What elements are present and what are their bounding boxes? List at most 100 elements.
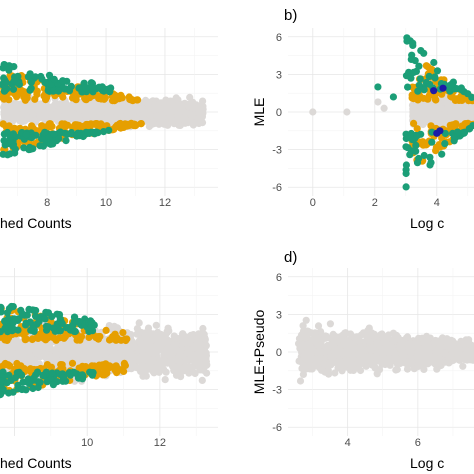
panel-a-point-grey [155,99,163,107]
panel-c-point-green [35,317,43,325]
panel-d-grid [288,268,474,436]
panel-c-point-grey [164,324,172,332]
panel-a-point-grey [91,107,99,115]
panel-b-point-green [426,153,434,161]
panel-a-point-grey [148,118,157,126]
panel-c-point-green [70,368,78,376]
panel-c-point-green [71,313,79,321]
panel-c-point-grey [194,349,202,357]
panel-b-point-blue [439,84,447,92]
panel-a-point-green [26,70,34,78]
panel-a-point-grey [18,102,27,110]
panel-a-point-grey [178,102,186,110]
panel-b-point-green [430,58,438,67]
panel-a-point-grey [174,116,182,124]
panel-c-point-grey [160,351,168,359]
panel-c-point-green [0,377,5,385]
panel-a-point-green [15,80,23,88]
panel-c-point-grey [160,365,168,374]
panel-c-point-green [9,319,17,327]
panel-c-point-grey [139,362,147,370]
panel-a-point-grey [127,107,135,115]
panel-b-y-tick-label: -3 [272,145,282,157]
panel-c-point-grey [202,342,210,350]
panel-c-point-grey [31,344,39,352]
panel-a-point-grey [142,96,150,104]
panel-c-point-orange [102,326,110,334]
panel-a-point-grey [40,111,48,120]
panel-a-point-grey [12,103,20,111]
panel-a-point-grey [143,109,151,117]
panel-c-point-orange [1,359,9,368]
panel-b-y-axis-label: MLE [251,98,267,127]
panel-b-point-green [409,39,417,47]
panel-b-x-axis-label: Log c [410,215,444,231]
panel-c-point-green [49,381,58,389]
panel-b-point-grey [423,108,431,116]
panel-c-point-grey [186,339,194,347]
panel-c-point-green [70,327,78,335]
panel-b-point-green [402,183,410,191]
panel-a-point-green [22,131,30,139]
panel-c-point-grey [201,336,209,344]
panel-c-point-grey [176,358,184,366]
panel-c-point-orange [121,361,129,369]
panel-b-x-tick-label: 0 [310,197,316,209]
panel-b-point-grey [437,111,445,119]
panel-a-point-green [50,75,58,84]
panel-b-point-green [425,72,433,80]
panel-c-x-tick-label: 10 [81,437,93,449]
panel-c-point-green [31,312,40,320]
panel-b-point-green [404,83,412,91]
panel-b-point-green [404,144,412,152]
panel-a-point-orange [85,121,93,129]
panel-a-point-green [5,66,13,74]
panel-b-point-green [402,161,410,169]
panel-b-point-grey [309,108,317,116]
panel-c-point-orange [17,362,25,370]
panel-a-point-green [36,142,44,150]
panel-c-point-orange [96,332,104,341]
panel-c-point-grey [202,357,210,366]
panel-b-point-grey [374,98,382,106]
panel-a-point-green [9,142,17,151]
panel-c-point-grey [137,353,145,361]
panel-b-point-orange [456,94,464,102]
panel-a-point-grey [189,104,197,112]
panel-c-point-grey [120,345,128,353]
panel-c-point-grey [135,319,143,327]
panel-a-point-grey [37,101,45,109]
panel-a-point-green [0,150,7,158]
panel-a-point-green [88,84,97,92]
panel-b-point-green [426,80,434,88]
panel-b-point-green [415,154,423,163]
panel-a-point-grey [16,117,24,125]
panel-c-point-orange [68,359,77,367]
panel-a-point-green [26,145,34,153]
panel-a-point-grey [168,115,176,123]
panel-b-point-green [441,140,449,148]
panel-a-point-green [27,78,35,86]
panel-c-point-grey [199,324,207,333]
panel-c-point-grey [194,360,202,368]
panel-a-point-grey [50,101,58,109]
panel-d-point-grey [326,320,334,328]
panel-a-point-green [54,87,63,95]
panel-b-point-green [403,34,411,42]
panel-a-point-green [62,137,70,145]
panel-c-point-orange [82,363,90,371]
panel-c-point-grey [149,343,157,352]
panel-a-point-orange [48,122,56,130]
panel-b-x-tick-label: 4 [434,197,440,209]
panel-b-point-green [407,74,415,82]
panel-b-point-orange [413,125,421,133]
panel-c-point-green [0,303,5,311]
panel-a-point-green [31,73,39,81]
panel-c-point-orange [51,335,60,343]
panel-c-point-grey [0,353,6,361]
panel-b-point-blue [430,87,438,95]
panel-a-point-green [90,128,98,136]
panel-b-point-green [447,81,455,89]
